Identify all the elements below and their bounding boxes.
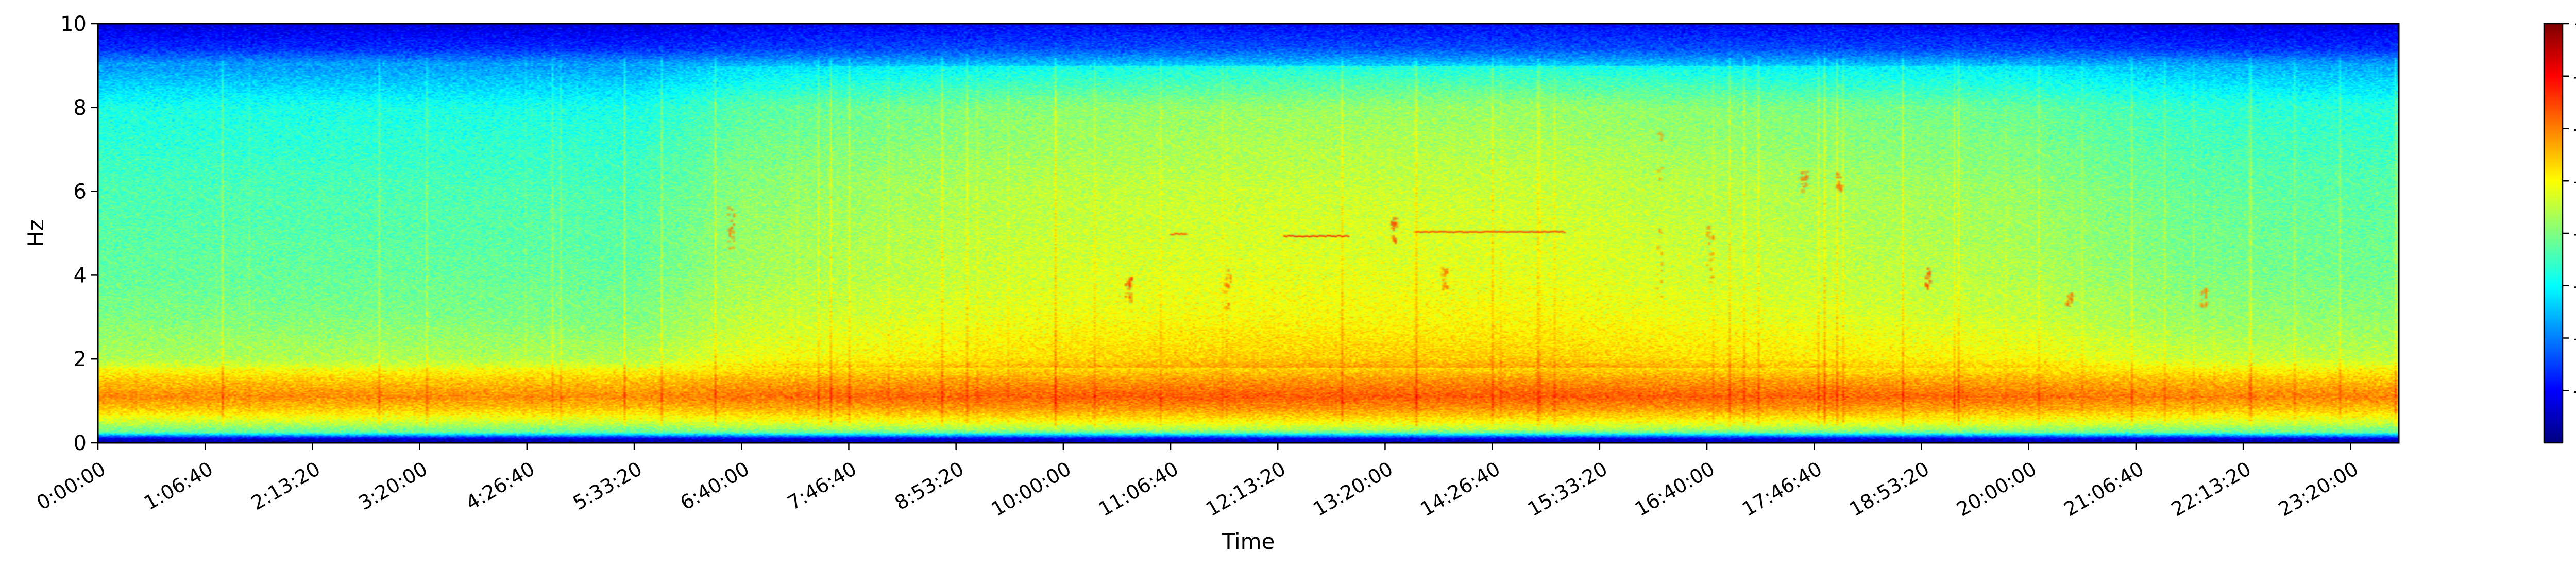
x-tick-label: 21:06:40 [2060, 457, 2148, 521]
x-tick-label: 22:13:20 [2167, 457, 2255, 521]
x-tick-label: 16:40:00 [1631, 457, 1719, 521]
x-tick-label: 4:26:40 [462, 457, 538, 514]
x-tick-label: 6:40:00 [676, 457, 753, 514]
y-tick-label: 2 [74, 348, 87, 371]
colorbar-tick-label: -20 dB [2573, 117, 2576, 141]
colorbar-tick-label: -10 dB [2573, 65, 2576, 89]
x-tick-label: 11:06:40 [1095, 457, 1182, 521]
colorbar: +0 dB -10 dB -20 dB -30 dB -40 dB -50 dB -60 d… [2543, 12, 2576, 444]
y-axis-label: Hz [23, 219, 48, 247]
colorbar-ticks: +0 dB -10 dB -20 dB -30 dB -40 dB -50 dB -60 d… [2563, 12, 2576, 403]
x-tick-label: 15:33:20 [1524, 457, 1612, 521]
x-tick-label: 1:06:40 [140, 457, 217, 514]
colorbar-tick-label: -60 dB [2573, 327, 2576, 351]
spectrogram-heatmap [98, 24, 2399, 443]
colorbar-gradient [2544, 24, 2563, 443]
y-tick-label: 6 [74, 180, 87, 204]
x-tick-label: 2:13:20 [247, 457, 324, 514]
x-tick-label: 8:53:20 [891, 457, 968, 514]
x-tick-label: 5:33:20 [569, 457, 646, 514]
spectrogram-plot [97, 23, 2400, 444]
y-tick-label: 10 [60, 12, 87, 36]
colorbar-tick-label: -30 dB [2573, 169, 2576, 193]
x-tick-label: 14:26:40 [1416, 457, 1504, 521]
plot-frame [97, 23, 2400, 444]
y-tick-label: 8 [74, 96, 87, 120]
colorbar-tick-label: -40 dB [2573, 222, 2576, 246]
colorbar-tick-label: -70 dB [2573, 379, 2576, 403]
x-axis: 0:00:00 1:06:40 2:13:20 3:20:00 4:26:40 5:33:… [33, 443, 2362, 521]
colorbar-tick-label: -50 dB [2573, 274, 2576, 298]
y-tick-label: 0 [74, 432, 87, 455]
y-axis: 0 2 4 6 8 10 [60, 12, 98, 455]
x-tick-label: 0:00:00 [33, 457, 110, 514]
colorbar-tick-label: +0 dB [2573, 12, 2576, 36]
x-tick-label: 3:20:00 [354, 457, 431, 514]
x-tick-label: 12:13:20 [1202, 457, 1290, 521]
x-axis-label: Time [1222, 529, 1275, 554]
x-tick-label: 23:20:00 [2275, 457, 2362, 521]
x-tick-label: 7:46:40 [784, 457, 860, 514]
x-tick-label: 13:20:00 [1309, 457, 1397, 521]
x-tick-label: 18:53:20 [1845, 457, 1933, 521]
y-tick-label: 4 [74, 264, 87, 287]
x-tick-label: 20:00:00 [1953, 457, 2040, 521]
x-tick-label: 10:00:00 [988, 457, 1075, 521]
x-tick-label: 17:46:40 [1738, 457, 1826, 521]
